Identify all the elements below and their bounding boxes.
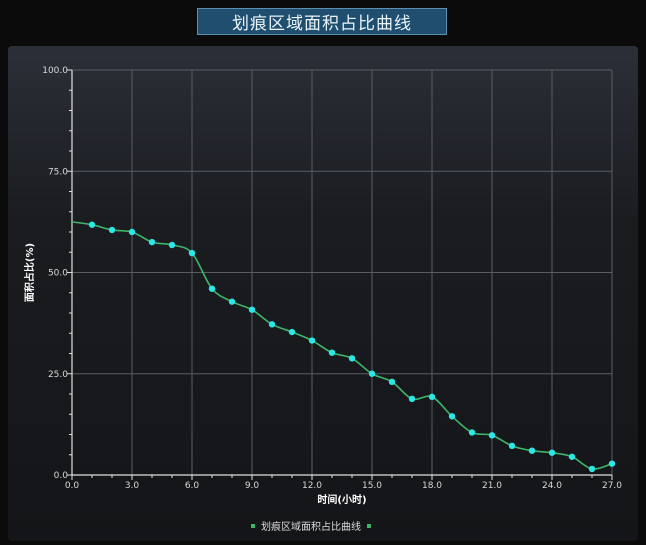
- x-tick-label: 15.0: [362, 481, 382, 491]
- data-point: [228, 298, 236, 305]
- data-point: [148, 238, 156, 246]
- data-point: [268, 321, 276, 328]
- data-point: [108, 226, 116, 234]
- x-tick-label: 9.0: [245, 481, 260, 491]
- data-point: [608, 460, 616, 467]
- x-tick-label: 24.0: [542, 481, 562, 491]
- y-tick-label: 25.0: [48, 370, 68, 380]
- x-tick-label: 18.0: [422, 481, 442, 491]
- x-tick-label: 12.0: [302, 481, 322, 491]
- chart-panel: [8, 46, 638, 541]
- chart-title: 划痕区域面积占比曲线: [197, 8, 447, 35]
- data-point: [308, 337, 316, 344]
- data-point: [168, 241, 176, 249]
- data-point: [368, 370, 376, 377]
- data-point: [88, 221, 96, 228]
- y-tick-labels: 0.0 25.0 50.0 75.0 100.0: [42, 66, 68, 481]
- y-tick-label: 100.0: [42, 66, 68, 76]
- data-point: [488, 432, 496, 439]
- data-point: [448, 413, 456, 420]
- x-tick-label: 21.0: [482, 481, 502, 491]
- data-point: [588, 465, 596, 473]
- legend: 划痕区域面积占比曲线: [251, 520, 371, 533]
- data-point: [468, 429, 476, 436]
- legend-swatch: [367, 524, 371, 528]
- y-tick-label: 75.0: [48, 167, 68, 177]
- x-tick-labels: 0.0 3.0 6.0 9.0 12.0 15.0 18.0 21.0 24.0 27.0: [65, 481, 622, 491]
- data-point: [348, 355, 356, 362]
- y-axis-label: 面积占比(%): [23, 243, 36, 302]
- series-points: [88, 221, 616, 473]
- data-point: [208, 285, 216, 292]
- axes: [67, 69, 613, 480]
- legend-label: 划痕区域面积占比曲线: [261, 520, 361, 533]
- y-tick-label: 0.0: [54, 471, 69, 481]
- data-point: [288, 328, 296, 336]
- data-point: [188, 249, 196, 257]
- data-point: [568, 453, 576, 460]
- x-tick-label: 27.0: [602, 481, 622, 491]
- data-point: [528, 447, 536, 454]
- data-point: [408, 395, 416, 403]
- x-tick-label: 6.0: [185, 481, 200, 491]
- data-point: [388, 378, 396, 386]
- x-axis-label: 时间(小时): [317, 493, 366, 506]
- legend-swatch: [251, 524, 255, 528]
- grid: [71, 69, 613, 476]
- series-line: [71, 221, 613, 470]
- data-point: [508, 442, 516, 450]
- y-tick-label: 50.0: [48, 269, 68, 279]
- data-point: [328, 349, 336, 356]
- data-point: [428, 393, 436, 401]
- x-tick-label: 3.0: [125, 481, 140, 491]
- x-tick-label: 0.0: [65, 481, 80, 491]
- data-point: [248, 306, 256, 313]
- data-point: [128, 228, 136, 236]
- data-point: [548, 449, 556, 456]
